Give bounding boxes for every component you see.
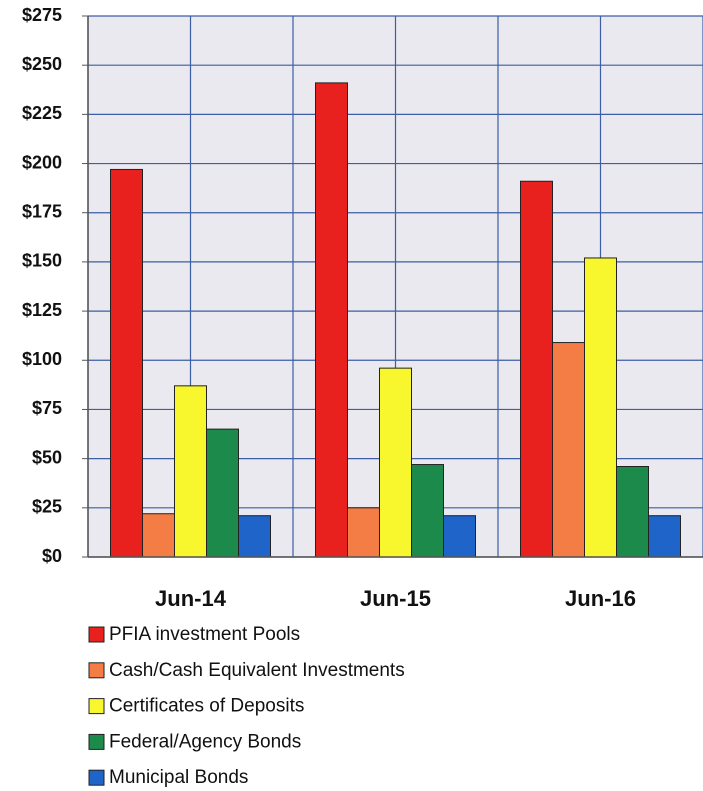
- bar: [443, 515, 476, 558]
- y-tick-label: $150: [22, 251, 62, 271]
- y-tick-label: $275: [22, 5, 62, 25]
- bar: [379, 367, 412, 558]
- bar: [411, 464, 444, 558]
- y-tick-label: $225: [22, 103, 62, 123]
- legend-swatch: [88, 626, 105, 643]
- bar: [616, 466, 649, 558]
- y-tick-label: $50: [32, 447, 62, 467]
- legend-swatch: [88, 662, 105, 679]
- y-tick-label: $75: [32, 398, 62, 418]
- y-tick-label: $125: [22, 300, 62, 320]
- bar: [347, 507, 380, 558]
- bar: [520, 180, 553, 558]
- legend-label: Cash/Cash Equivalent Investments: [109, 660, 405, 681]
- bar: [584, 257, 617, 558]
- bar: [315, 82, 348, 558]
- y-tick-label: $175: [22, 201, 62, 221]
- y-tick-label: $250: [22, 54, 62, 74]
- y-tick-label: $25: [32, 497, 62, 517]
- x-tick-label: Jun-15: [360, 586, 431, 611]
- bar: [142, 513, 175, 558]
- legend-label: Certificates of Deposits: [109, 696, 304, 717]
- x-tick-label: Jun-14: [155, 586, 227, 611]
- bar: [174, 385, 207, 558]
- legend-swatch: [88, 698, 105, 715]
- bar: [238, 515, 271, 558]
- bar: [206, 428, 239, 558]
- x-tick-label: Jun-16: [565, 586, 636, 611]
- legend-swatch: [88, 769, 105, 786]
- legend-label: Municipal Bonds: [109, 767, 248, 788]
- y-tick-label: $100: [22, 349, 62, 369]
- bar: [648, 515, 681, 558]
- legend-label: PFIA investment Pools: [109, 624, 300, 645]
- bar: [110, 168, 143, 558]
- y-tick-label: $0: [42, 546, 62, 566]
- legend-label: Federal/Agency Bonds: [109, 731, 301, 752]
- legend-swatch: [88, 733, 105, 750]
- bar: [552, 342, 585, 558]
- y-tick-label: $200: [22, 152, 62, 172]
